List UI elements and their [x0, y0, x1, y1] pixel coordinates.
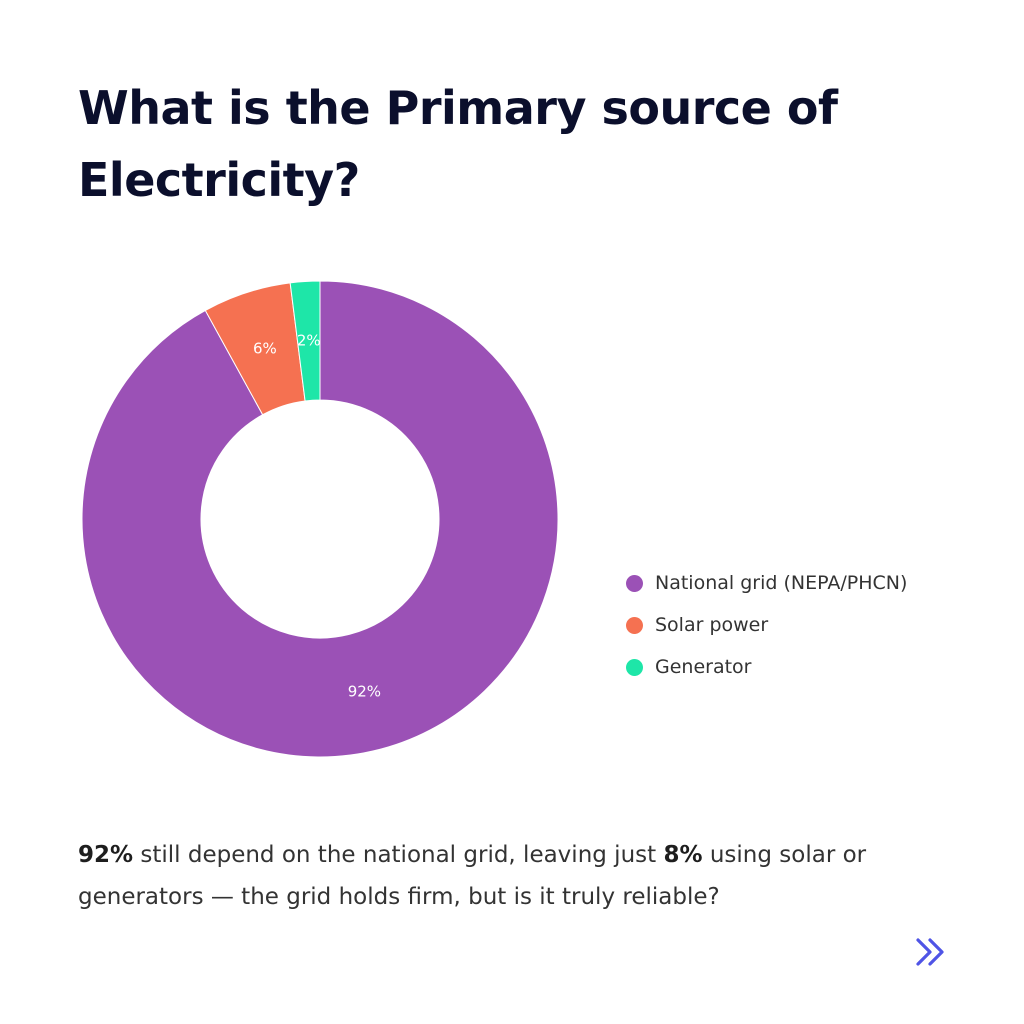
slice-label-national-grid-nepa-phcn: 92% — [348, 682, 381, 700]
chart-slice-labels: 92% 6% 2% — [253, 331, 381, 700]
legend-item-solar-power: Solar power — [626, 604, 907, 646]
caption-text-part-1: still depend on the national grid, leavi… — [133, 842, 664, 868]
chart-slices — [81, 280, 559, 758]
legend-label: Solar power — [655, 614, 769, 636]
slice-label-solar-power: 6% — [253, 340, 277, 358]
legend-item-generator: Generator — [626, 646, 907, 688]
slice-label-generator: 2% — [297, 331, 321, 349]
legend-swatch — [626, 658, 643, 676]
page-title: What is the Primary source of Electricit… — [78, 81, 838, 207]
summary-caption: 92% still depend on the national grid, l… — [78, 834, 978, 918]
caption-text-part-2: using solar or generators — the grid hol… — [78, 842, 867, 910]
caption-highlight-national-grid: 92% — [78, 842, 134, 868]
slice-national-grid-nepa-phcn — [81, 280, 559, 758]
double-chevron-right-icon[interactable] — [912, 934, 948, 970]
legend-label: Generator — [655, 656, 752, 678]
legend-label: National grid (NEPA/PHCN) — [655, 572, 908, 594]
legend-item-national-grid-nepa-phcn: National grid (NEPA/PHCN) — [626, 562, 907, 604]
legend-swatch — [626, 574, 643, 592]
slice-generator — [289, 280, 321, 402]
chart-legend: National grid (NEPA/PHCN) Solar power Gene… — [626, 562, 907, 688]
caption-highlight-other: 8% — [663, 842, 703, 868]
legend-swatch — [626, 616, 643, 634]
